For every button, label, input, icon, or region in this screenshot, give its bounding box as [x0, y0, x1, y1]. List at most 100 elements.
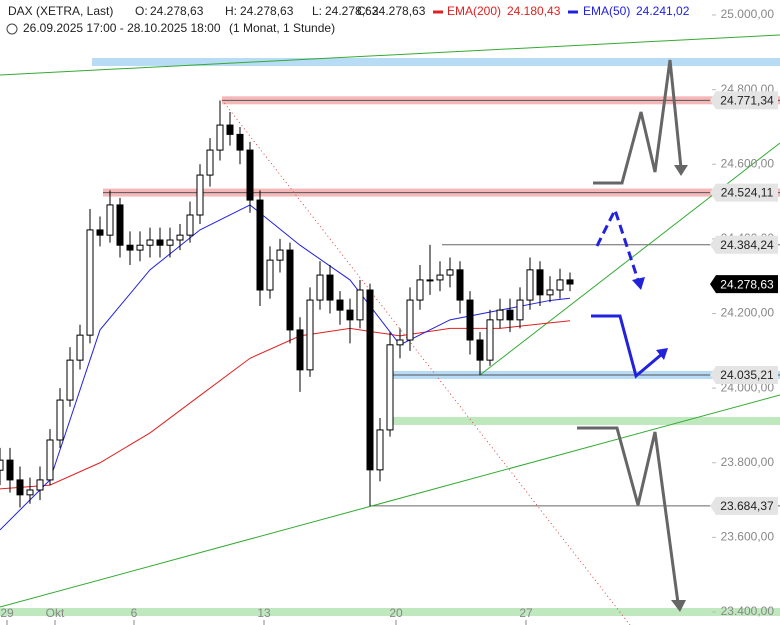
candle-body	[186, 214, 194, 236]
x-tick-label: 27	[519, 606, 533, 620]
candle-body	[226, 124, 234, 135]
candle-body	[126, 244, 134, 251]
candle-body	[406, 299, 414, 341]
x-tick-label: Okt	[46, 606, 65, 620]
ohlc-label: H:	[225, 4, 237, 18]
candle-body	[496, 309, 504, 321]
candle-body	[146, 239, 154, 246]
ohlc-label: C:	[357, 4, 369, 18]
period: (1 Monat, 1 Stunde)	[229, 21, 335, 35]
scenario-arrow	[593, 59, 683, 185]
x-tick-label: 13	[257, 606, 271, 620]
candle-body	[0, 459, 4, 471]
candle-body	[566, 279, 574, 285]
trend-line	[221, 99, 631, 625]
clock-icon	[6, 23, 18, 35]
candle-body	[456, 269, 464, 301]
candle-body	[16, 479, 24, 496]
level-band	[92, 58, 780, 67]
candle-body	[196, 174, 204, 216]
trend-line	[0, 34, 780, 76]
symbol: DAX (XETRA, Last)	[8, 4, 113, 18]
scenario-arrow	[591, 314, 663, 379]
candle-body	[536, 269, 544, 296]
candle-body	[506, 309, 514, 321]
candle-body	[166, 239, 174, 246]
y-tick-label: 23.600,00	[721, 530, 775, 544]
ohlc-label: L:	[312, 4, 322, 18]
candle-body	[416, 279, 424, 301]
candle-body	[446, 269, 454, 276]
level-label-box	[710, 235, 778, 254]
level-band	[0, 608, 780, 616]
candle-body	[436, 274, 444, 281]
ohlc-value: 24.278,63	[240, 4, 294, 18]
level-label-box	[710, 183, 778, 202]
candle-body	[556, 279, 564, 291]
y-tick-label: 24.200,00	[721, 306, 775, 320]
y-tick-label: 25.000,00	[721, 7, 775, 21]
level-label: 24.278,63	[720, 277, 774, 291]
y-tick-label: 23.800,00	[721, 455, 775, 469]
candle-body	[396, 339, 404, 346]
level-label-box	[710, 365, 778, 384]
candle-body	[476, 339, 484, 361]
scenario-arrow	[595, 206, 640, 281]
legend-label: EMA(200)	[447, 4, 501, 18]
candle-body	[206, 149, 214, 176]
candle-body	[26, 489, 34, 496]
ohlc-value: 24.278,63	[325, 4, 379, 18]
plot	[0, 100, 574, 531]
candle-body	[526, 269, 534, 301]
ohlc-value: 24.278,63	[372, 4, 426, 18]
x-tick-label: 29	[0, 606, 14, 620]
candle-body	[46, 439, 54, 481]
ema-line	[0, 204, 571, 531]
candle-body	[156, 239, 164, 246]
arrow-head	[632, 277, 645, 290]
candle-body	[96, 229, 104, 236]
candle-body	[176, 234, 184, 241]
candle-body	[246, 149, 254, 201]
candle-body	[106, 204, 114, 236]
header: DAX (XETRA, Last) O: 24.278,63 H: 24.278…	[6, 4, 690, 35]
ohlc-label: O:	[135, 4, 148, 18]
level-label: 24.035,21	[720, 368, 774, 382]
candle-body	[516, 299, 524, 321]
candle-body	[286, 249, 294, 331]
candle-body	[236, 133, 244, 151]
candle-body	[216, 124, 224, 151]
candle-body	[546, 289, 554, 296]
level-label-box	[710, 91, 778, 110]
candle-body	[266, 259, 274, 291]
candle-body	[386, 344, 394, 431]
level-label: 23.684,37	[720, 499, 774, 513]
candle-body	[376, 429, 384, 471]
date-range: 26.09.2025 17:00 - 28.10.2025 18:00	[23, 21, 221, 35]
candle-body	[86, 229, 94, 336]
candle-body	[326, 274, 334, 301]
candle-body	[486, 319, 494, 361]
y-tick-label: 23.400,00	[721, 604, 775, 618]
candle-body	[6, 459, 14, 481]
level-label: 24.771,34	[720, 93, 774, 107]
candle-body	[366, 289, 374, 471]
legend-value: 24.241,02	[636, 4, 690, 18]
candle-body	[56, 399, 64, 441]
level-label-box	[710, 496, 778, 515]
candle-body	[346, 309, 354, 321]
level-label: 24.524,11	[721, 186, 774, 200]
candle-body	[466, 299, 474, 341]
candle-body	[316, 274, 324, 301]
candle-body	[296, 329, 304, 371]
trend-line	[0, 394, 780, 608]
candle-body	[76, 334, 84, 361]
candle-body	[276, 249, 284, 261]
candle-body	[136, 244, 144, 251]
candle-body	[336, 299, 344, 311]
arrow-head	[671, 600, 686, 612]
scenario-arrow	[577, 426, 680, 604]
candle-body	[356, 289, 364, 321]
